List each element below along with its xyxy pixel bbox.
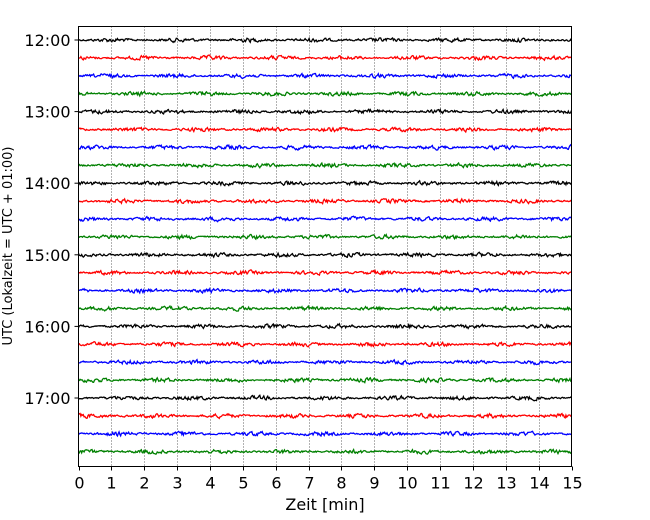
trace-14:45 <box>78 233 572 241</box>
x-tick-label: 1 <box>106 474 116 493</box>
y-tick-label: 12:00 <box>24 31 70 50</box>
x-tick-label: 0 <box>74 474 84 493</box>
x-tick-label: 5 <box>238 474 248 493</box>
x-tick-label: 7 <box>304 474 314 493</box>
trace-16:15 <box>78 340 573 348</box>
x-tick-label: 13 <box>496 474 516 493</box>
trace-15:45 <box>78 304 573 312</box>
trace-13:30 <box>78 143 573 151</box>
trace-12:15 <box>78 54 572 62</box>
minute-grid <box>111 26 540 467</box>
x-tick-label: 8 <box>336 474 346 493</box>
trace-17:45 <box>78 447 573 456</box>
y-axis-ticks: 12:00 13:00 14:00 15:00 16:00 17:00 <box>24 31 79 408</box>
trace-13:00 <box>78 107 573 116</box>
x-axis-ticks: 0 1 2 3 4 5 6 7 8 9 10 11 12 13 14 15 <box>74 466 583 493</box>
x-tick-label: 15 <box>562 474 582 493</box>
x-axis-label: Zeit [min] <box>285 495 364 514</box>
y-tick-label: 16:00 <box>24 317 70 336</box>
y-tick-label: 14:00 <box>24 174 70 193</box>
trace-17:00 <box>78 394 572 402</box>
y-tick-label: 15:00 <box>24 246 70 265</box>
trace-15:00 <box>77 251 572 259</box>
plot-frame <box>78 26 572 467</box>
x-tick-label: 9 <box>369 474 379 493</box>
x-tick-label: 10 <box>397 474 417 493</box>
trace-13:45 <box>78 161 572 169</box>
trace-12:30 <box>78 72 572 80</box>
trace-16:00 <box>77 322 572 330</box>
x-tick-label: 3 <box>172 474 182 493</box>
x-tick-label: 11 <box>430 474 450 493</box>
trace-16:45 <box>78 376 572 384</box>
trace-12:45 <box>77 90 572 98</box>
x-tick-label: 4 <box>205 474 215 493</box>
trace-14:15 <box>78 197 573 205</box>
trace-16:30 <box>78 358 572 366</box>
trace-14:00 <box>77 179 573 187</box>
trace-13:15 <box>78 126 572 134</box>
x-tick-label: 12 <box>463 474 483 493</box>
trace-15:15 <box>78 269 572 277</box>
y-tick-label: 17:00 <box>24 389 70 408</box>
y-axis-label: UTC (Lokalzeit = UTC + 01:00) <box>1 147 16 346</box>
trace-17:30 <box>78 430 572 438</box>
trace-12:00 <box>78 36 573 44</box>
trace-17:15 <box>78 412 572 420</box>
seismic-traces <box>77 36 573 456</box>
x-tick-label: 14 <box>529 474 549 493</box>
x-tick-label: 2 <box>139 474 149 493</box>
x-tick-label: 6 <box>271 474 281 493</box>
trace-14:30 <box>77 215 573 223</box>
y-tick-label: 13:00 <box>24 103 70 122</box>
trace-15:30 <box>78 287 572 295</box>
